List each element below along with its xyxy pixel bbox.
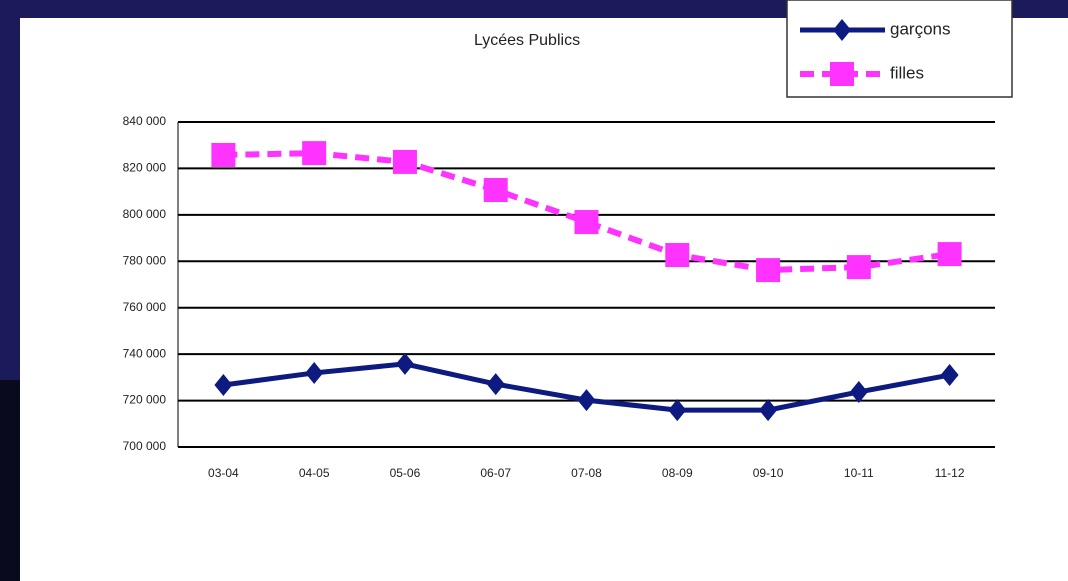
y-tick-label: 740 000 <box>123 346 167 360</box>
legend-marker <box>830 62 854 86</box>
point-marker <box>302 141 327 166</box>
y-tick-label: 800 000 <box>123 207 167 221</box>
point-marker <box>665 243 690 268</box>
point-marker <box>214 374 233 397</box>
point-marker <box>574 210 599 235</box>
x-tick-label: 10-11 <box>844 466 874 480</box>
point-marker <box>486 373 505 396</box>
y-tick-label: 840 000 <box>123 114 167 128</box>
point-marker <box>849 380 868 403</box>
slide-edge <box>0 380 20 581</box>
series-line <box>223 150 951 274</box>
legend-marker <box>833 19 851 41</box>
chart-title: Lycées Publics <box>474 32 580 49</box>
x-tick-label: 06-07 <box>480 466 511 480</box>
legend-label: filles <box>890 63 924 82</box>
y-tick-label: 820 000 <box>123 161 167 175</box>
y-tick-label: 720 000 <box>123 393 167 407</box>
y-tick-label: 780 000 <box>123 253 167 267</box>
legend <box>786 0 1013 98</box>
x-tick-label: 07-08 <box>571 466 602 480</box>
point-marker <box>395 352 414 375</box>
slide-area <box>20 18 1068 581</box>
point-marker <box>846 255 871 280</box>
point-marker <box>211 142 236 167</box>
x-tick-label: 05-06 <box>390 466 421 480</box>
point-marker <box>937 242 962 267</box>
point-marker <box>759 399 778 422</box>
point-marker <box>577 389 596 412</box>
x-tick-label: 09-10 <box>753 466 784 480</box>
point-marker <box>940 364 959 387</box>
x-tick-label: 04-05 <box>299 466 330 480</box>
x-tick-label: 03-04 <box>208 466 239 480</box>
y-tick-label: 760 000 <box>123 300 167 314</box>
point-marker <box>305 361 324 384</box>
x-tick-label: 11-12 <box>935 466 965 480</box>
x-tick-label: 08-09 <box>662 466 693 480</box>
point-marker <box>756 258 781 283</box>
point-marker <box>668 399 687 422</box>
point-marker <box>483 178 508 203</box>
point-marker <box>392 149 417 174</box>
y-tick-label: 700 000 <box>123 439 167 453</box>
legend-label: garçons <box>890 19 950 38</box>
